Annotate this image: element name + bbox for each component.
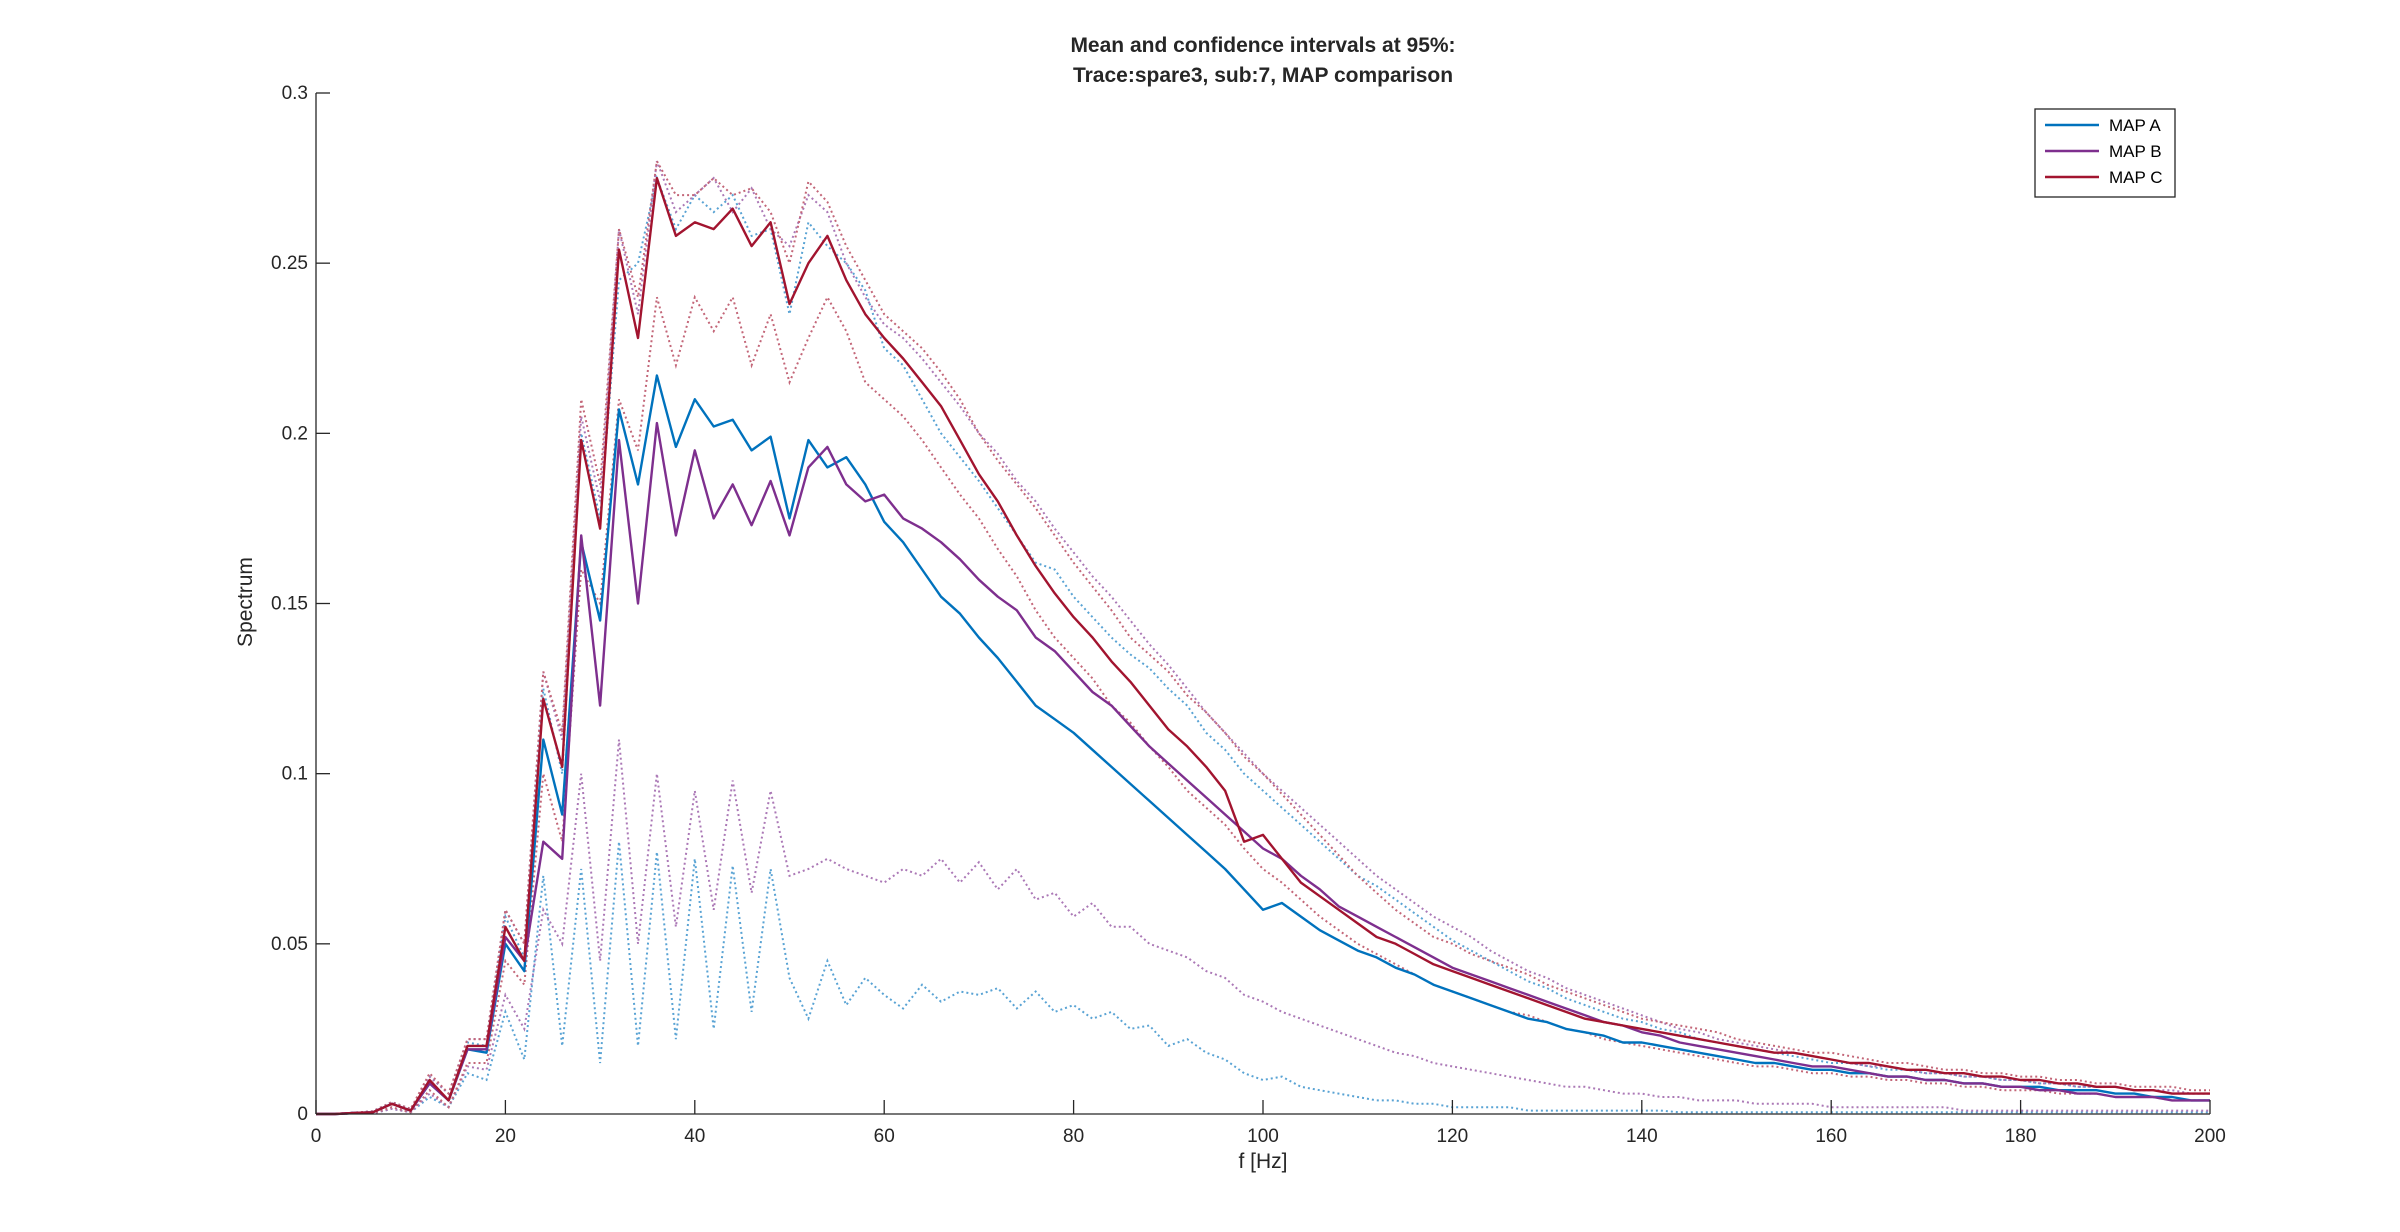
y-tick-label: 0.05 (271, 934, 308, 955)
y-axis-label: Spectrum (234, 557, 257, 647)
legend: MAP A MAP B MAP C (2034, 108, 2176, 198)
map-c-mean-line (316, 176, 2210, 1116)
map-a-ci-upper-line (316, 174, 2210, 1115)
x-tick-label: 180 (2005, 1126, 2037, 1147)
x-tick-label: 200 (2194, 1126, 2226, 1147)
y-tick-label: 0.25 (271, 253, 308, 274)
map-b-ci-lower-line (316, 739, 2210, 1115)
y-tick-label: 0.3 (282, 83, 308, 104)
axes: 0 20 40 60 80 100 120 140 160 180 200 0 0.05 0.1 0.15 0… (271, 83, 2226, 1147)
x-tick-label: 160 (1815, 1126, 1847, 1147)
y-tick-label: 0.2 (282, 423, 308, 444)
legend-box (2034, 108, 2176, 198)
x-tick-label: 60 (874, 1126, 895, 1147)
x-tick-label: 20 (495, 1126, 516, 1147)
x-tick-label: 100 (1247, 1126, 1279, 1147)
x-tick-label: 80 (1063, 1126, 1084, 1147)
x-tick-label: 140 (1626, 1126, 1658, 1147)
x-tick-label: 0 (311, 1126, 322, 1147)
legend-label-map-a: MAP A (2109, 116, 2161, 135)
chart-title: Mean and confidence intervals at 95%: (1070, 34, 1455, 57)
plot-area (316, 158, 2210, 1116)
x-tick-label: 40 (684, 1126, 705, 1147)
x-tick-label: 120 (1437, 1126, 1469, 1147)
y-tick-label: 0.15 (271, 594, 308, 615)
y-tick-label: 0 (297, 1104, 308, 1125)
legend-label-map-b: MAP B (2109, 142, 2162, 161)
chart-subtitle: Trace:spare3, sub:7, MAP comparison (1073, 64, 1453, 87)
map-b-ci-upper-line (316, 160, 2210, 1115)
legend-label-map-c: MAP C (2109, 168, 2163, 187)
x-axis-label: f [Hz] (1238, 1150, 1287, 1173)
y-tick-label: 0.1 (282, 764, 308, 785)
map-b-mean-line (316, 421, 2210, 1116)
